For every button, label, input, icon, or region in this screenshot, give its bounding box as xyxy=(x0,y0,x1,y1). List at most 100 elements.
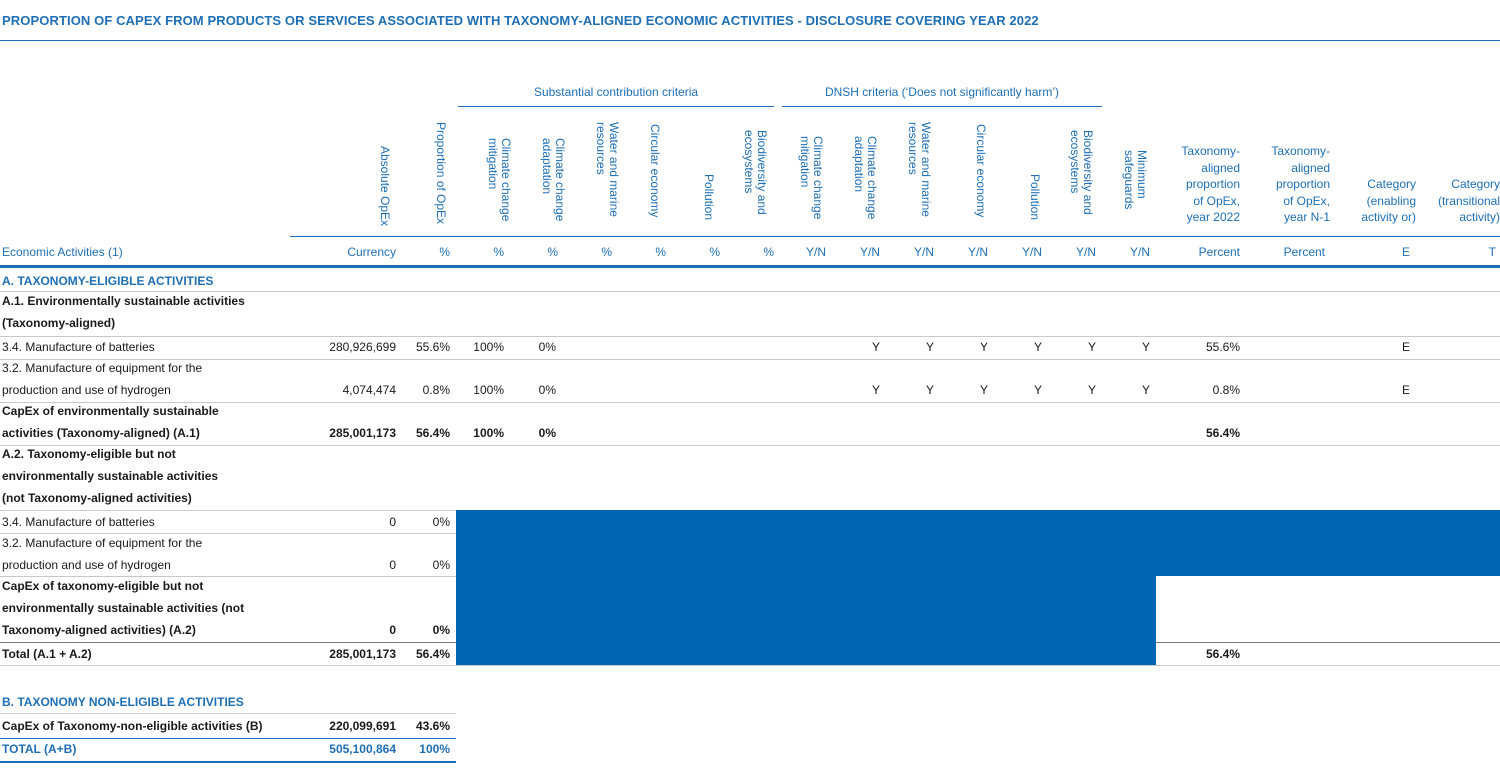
unit-pct: % xyxy=(439,245,450,259)
row-divider xyxy=(0,336,1500,337)
not-applicable-fill-block xyxy=(456,576,1156,665)
row-divider xyxy=(0,533,456,534)
activity-batteries-label: 3.4. Manufacture of batteries xyxy=(2,515,155,529)
r1-category: E xyxy=(1401,340,1410,354)
unit-yn: Y/N xyxy=(805,245,826,259)
r2-dnsh-circular: Y xyxy=(979,383,988,397)
header-bottom-rule xyxy=(0,265,1500,268)
total-a1-a2-aligned-2022: 56.4% xyxy=(1205,647,1240,661)
r1-dnsh-pollution: Y xyxy=(1033,340,1042,354)
grand-total-absolute: 505,100,864 xyxy=(329,742,396,756)
title-rule xyxy=(0,40,1500,41)
r1-dnsh-safeguards: Y xyxy=(1141,340,1150,354)
r1-dnsh-biodiversity: Y xyxy=(1087,340,1096,354)
header-proportion-opex: Proportion of OpEx xyxy=(434,122,448,225)
r2-adaptation: 0% xyxy=(538,383,556,397)
section-b-heading: B. TAXONOMY NON-ELIGIBLE ACTIVITIES xyxy=(2,695,244,709)
grand-total-proportion: 100% xyxy=(419,742,450,756)
r2-dnsh-safeguards: Y xyxy=(1141,383,1150,397)
header-units-rule xyxy=(290,236,1500,237)
dnsh-group-header: DNSH criteria (‘Does not significantly h… xyxy=(824,85,1060,99)
unit-pct: % xyxy=(493,245,504,259)
row-divider xyxy=(1156,642,1500,643)
activity-hydrogen-label-line1: 3.2. Manufacture of equipment for the xyxy=(2,536,203,550)
activity-batteries-label: 3.4. Manufacture of batteries xyxy=(2,340,155,354)
r1-proportion: 55.6% xyxy=(415,340,450,354)
row-divider xyxy=(0,445,1500,446)
header-sc-adaptation: Climate change adaptation xyxy=(540,138,567,222)
r2-proportion: 0.8% xyxy=(422,383,450,397)
section-a1-heading-line2: (Taxonomy-aligned) xyxy=(2,316,116,330)
r1-mitigation: 100% xyxy=(473,340,504,354)
a1-total-label-line1: CapEx of environmentally sustainable xyxy=(2,404,219,418)
section-a-heading: A. TAXONOMY-ELIGIBLE ACTIVITIES xyxy=(2,274,214,288)
r1-dnsh-circular: Y xyxy=(979,340,988,354)
header-sc-mitigation: Climate change mitigation xyxy=(486,138,513,222)
unit-e: E xyxy=(1401,245,1410,259)
header-category-transitional: Category (transitional activity) xyxy=(1437,177,1500,224)
header-aligned-2022: Taxonomy- aligned proportion of OpEx, ye… xyxy=(1181,144,1240,224)
row-divider xyxy=(0,713,456,714)
a2-total-label-line3: Taxonomy-aligned activities) (A.2) xyxy=(2,623,196,637)
row-divider xyxy=(0,291,1500,292)
b-total-absolute: 220,099,691 xyxy=(329,719,396,733)
unit-percent: Percent xyxy=(1283,245,1325,259)
r2-absolute: 4,074,474 xyxy=(342,383,396,397)
a1-total-mitigation: 100% xyxy=(473,426,504,440)
row-divider xyxy=(0,665,1500,666)
r4-absolute: 0 xyxy=(389,558,396,572)
activity-hydrogen-label-line2: production and use of hydrogen xyxy=(2,383,171,397)
unit-pct: % xyxy=(547,245,558,259)
header-sc-pollution: Pollution xyxy=(702,174,716,221)
unit-t: T xyxy=(1488,245,1496,259)
r3-absolute: 0 xyxy=(389,515,396,529)
unit-percent: Percent xyxy=(1198,245,1240,259)
r3-proportion: 0% xyxy=(432,515,450,529)
total-a1-a2-absolute: 285,001,173 xyxy=(329,647,396,661)
r1-adaptation: 0% xyxy=(538,340,556,354)
r2-mitigation: 100% xyxy=(473,383,504,397)
total-a1-a2-proportion: 56.4% xyxy=(415,647,450,661)
unit-pct: % xyxy=(709,245,720,259)
unit-yn: Y/N xyxy=(1075,245,1096,259)
row-divider xyxy=(0,576,456,577)
r2-aligned-2022: 0.8% xyxy=(1212,383,1240,397)
a1-total-adaptation: 0% xyxy=(538,426,556,440)
not-applicable-fill-block xyxy=(456,510,1500,576)
section-a2-heading-line2: environmentally sustainable activities xyxy=(2,469,219,483)
dnsh-group-rule xyxy=(782,106,1102,107)
row-divider xyxy=(0,402,1500,403)
a2-total-label-line1: CapEx of taxonomy-eligible but not xyxy=(2,579,204,593)
unit-yn: Y/N xyxy=(1021,245,1042,259)
header-category-enabling: Category (enabling activity or) xyxy=(1361,177,1416,224)
row-divider xyxy=(0,642,456,643)
activity-hydrogen-label-line1: 3.2. Manufacture of equipment for the xyxy=(2,361,203,375)
a1-total-absolute: 285,001,173 xyxy=(329,426,396,440)
page-title: PROPORTION OF CAPEX FROM PRODUCTS OR SER… xyxy=(2,13,1039,28)
r1-dnsh-water: Y xyxy=(925,340,934,354)
r2-dnsh-pollution: Y xyxy=(1033,383,1042,397)
activity-hydrogen-label-line2: production and use of hydrogen xyxy=(2,558,171,572)
unit-yn: Y/N xyxy=(913,245,934,259)
header-sc-biodiversity: Biodiversity and ecosystems xyxy=(742,130,769,215)
a1-total-proportion: 56.4% xyxy=(415,426,450,440)
header-absolute-opex: Absolute OpEx xyxy=(378,146,392,227)
grand-total-rule xyxy=(0,761,456,763)
unit-yn: Y/N xyxy=(859,245,880,259)
header-minimum-safeguards: Minimum safeguards xyxy=(1122,150,1149,210)
row-divider xyxy=(0,359,1500,360)
header-dnsh-adaptation: Climate change adaptation xyxy=(852,136,879,220)
unit-pct: % xyxy=(655,245,666,259)
a2-total-absolute: 0 xyxy=(389,623,396,637)
a2-total-label-line2: environmentally sustainable activities (… xyxy=(2,601,245,615)
r4-proportion: 0% xyxy=(432,558,450,572)
unit-yn: Y/N xyxy=(967,245,988,259)
header-dnsh-pollution: Pollution xyxy=(1028,174,1042,221)
header-aligned-n1: Taxonomy- aligned proportion of OpEx, ye… xyxy=(1271,144,1330,224)
r1-absolute: 280,926,699 xyxy=(329,340,396,354)
a1-total-label-line2: activities (Taxonomy-aligned) (A.1) xyxy=(2,426,200,440)
unit-pct: % xyxy=(601,245,612,259)
r2-dnsh-biodiversity: Y xyxy=(1087,383,1096,397)
r2-dnsh-adaptation: Y xyxy=(871,383,880,397)
unit-pct: % xyxy=(763,245,774,259)
